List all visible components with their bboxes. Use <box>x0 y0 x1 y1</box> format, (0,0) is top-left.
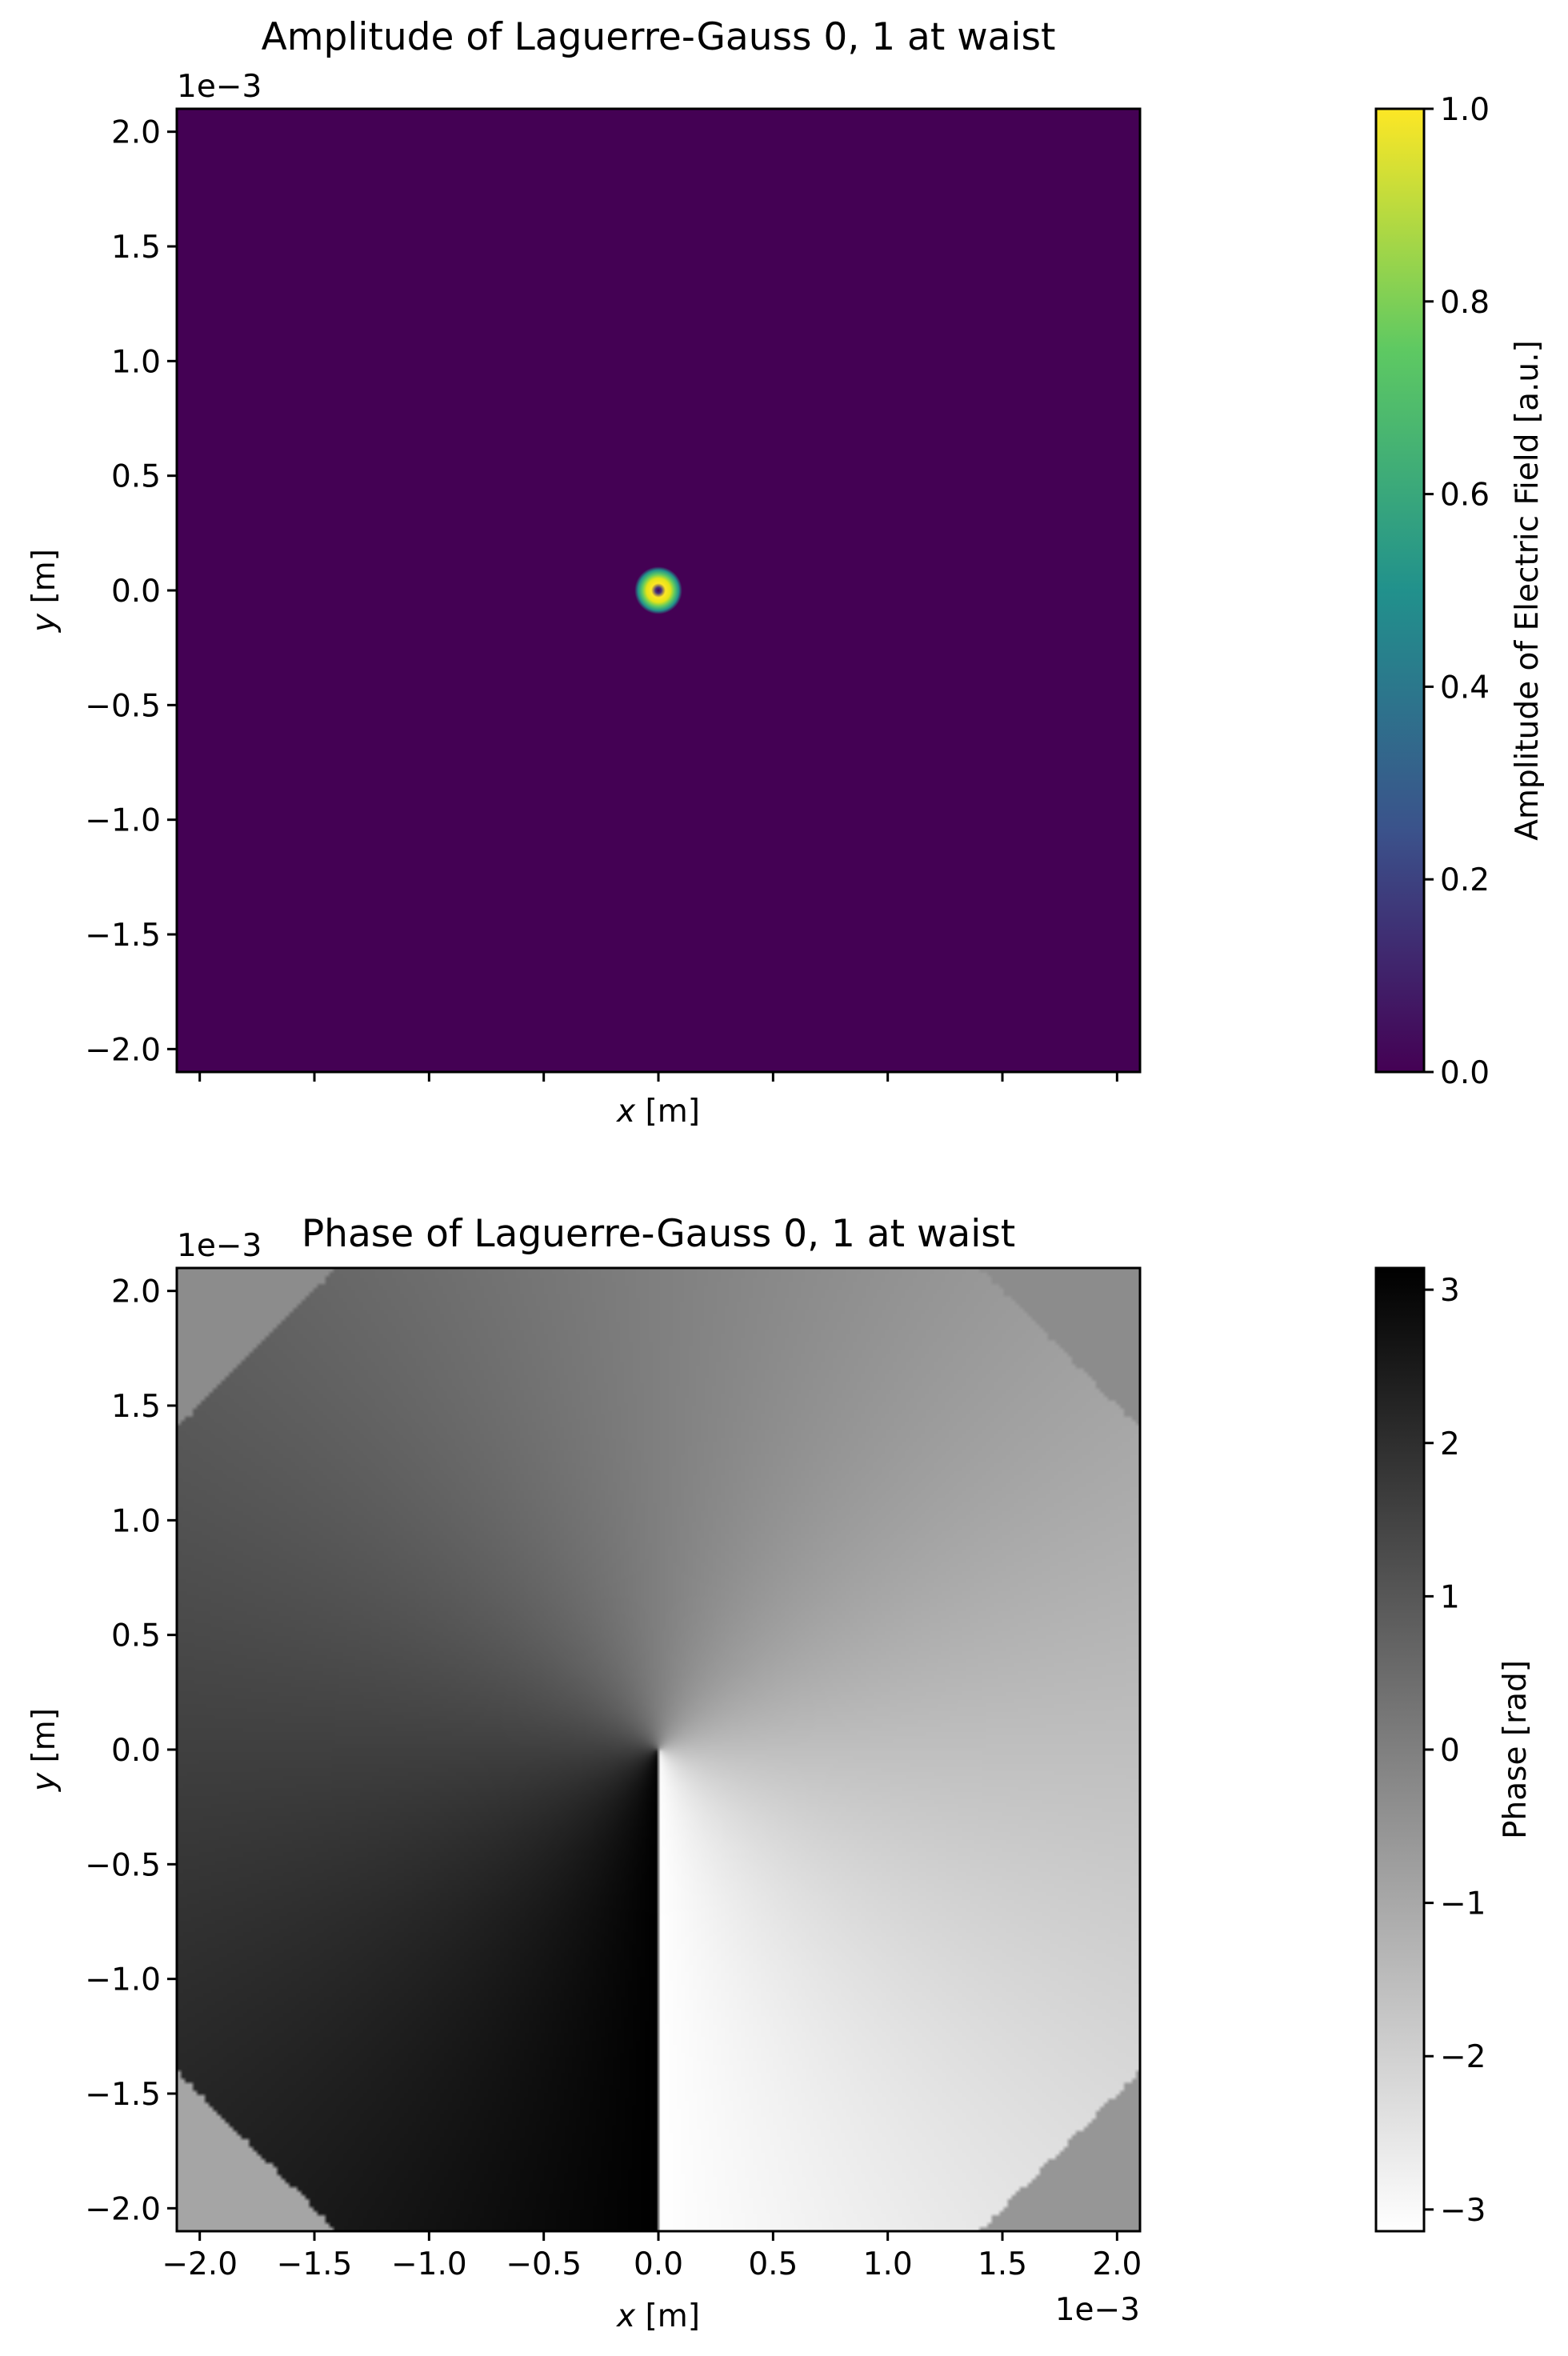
phase-y-var: y <box>26 1772 62 1792</box>
y-tick-label: 1.5 <box>111 230 161 266</box>
amplitude-x-var: x <box>615 1094 636 1130</box>
phase-x-var: x <box>615 2298 636 2334</box>
phase-x-axis-label: x [m] <box>615 2298 700 2334</box>
y-tick-label: −1.5 <box>85 918 161 954</box>
phase-colorbar-label: Phase [rad] <box>1498 1660 1534 1839</box>
x-tick-label: 0.0 <box>634 2246 683 2282</box>
amplitude-colorbar <box>1376 109 1424 1072</box>
colorbar-tick-label: 0.4 <box>1440 670 1490 706</box>
colorbar-tick-label: 0.6 <box>1440 478 1490 514</box>
x-tick-label: −1.5 <box>277 2246 353 2282</box>
amplitude-x-ticks <box>198 1072 1118 1082</box>
colorbar-tick-label: 3 <box>1440 1273 1460 1309</box>
phase-image <box>177 1268 1140 2231</box>
x-tick-label: −0.5 <box>506 2246 582 2282</box>
amplitude-panel: Amplitude of Laguerre-Gauss 0, 1 at wais… <box>26 15 1546 1130</box>
colorbar-tick-label: −1 <box>1440 1886 1486 1922</box>
y-tick-label: −2.0 <box>85 1032 161 1068</box>
phase-x-offset-label: 1e−3 <box>1055 2292 1140 2328</box>
phase-y-axis-label: y [m] <box>26 1708 62 1792</box>
y-tick-label: −1.0 <box>85 803 161 839</box>
amplitude-y-var: y <box>26 613 62 633</box>
amplitude-x-unit: [m] <box>635 1094 700 1130</box>
phase-colorbar <box>1376 1268 1424 2231</box>
y-tick-label: 2.0 <box>111 115 161 151</box>
phase-panel: Phase of Laguerre-Gauss 0, 1 at waist 1e… <box>26 1212 1534 2334</box>
y-tick-label: −0.5 <box>85 688 161 724</box>
amplitude-y-axis-label: y [m] <box>26 549 62 633</box>
x-tick-label: −1.0 <box>391 2246 467 2282</box>
colorbar-tick-label: 0.8 <box>1440 285 1490 321</box>
amplitude-x-axis-label: x [m] <box>615 1094 700 1130</box>
beam-ring <box>634 566 682 614</box>
x-tick-label: 0.5 <box>748 2246 798 2282</box>
x-tick-label: 2.0 <box>1092 2246 1142 2282</box>
colorbar-tick-label: −3 <box>1440 2193 1486 2229</box>
phase-title: Phase of Laguerre-Gauss 0, 1 at waist <box>302 1212 1015 1256</box>
y-tick-label: 0.0 <box>111 1733 161 1769</box>
phase-colorbar-ticks: 3 2 1 0 −1 −2 −3 <box>1424 1273 1486 2229</box>
colorbar-tick-label: 2 <box>1440 1426 1460 1462</box>
y-tick-label: 2.0 <box>111 1274 161 1310</box>
y-tick-label: 1.0 <box>111 1503 161 1539</box>
y-tick-label: −2.0 <box>85 2191 161 2227</box>
colorbar-tick-label: 1 <box>1440 1579 1460 1615</box>
colorbar-tick-label: 0.2 <box>1440 862 1490 898</box>
amplitude-colorbar-ticks: 1.0 0.8 0.6 0.4 0.2 0.0 <box>1424 92 1490 1091</box>
amplitude-y-ticks: 2.0 1.5 1.0 0.5 0.0 −0.5 −1.0 −1.5 −2.0 <box>85 115 177 1068</box>
y-tick-label: −0.5 <box>85 1847 161 1883</box>
y-tick-label: 0.5 <box>111 1618 161 1654</box>
amplitude-title: Amplitude of Laguerre-Gauss 0, 1 at wais… <box>262 15 1056 59</box>
y-tick-label: −1.0 <box>85 1962 161 1998</box>
y-tick-label: 0.0 <box>111 574 161 610</box>
y-tick-label: 1.5 <box>111 1389 161 1425</box>
x-tick-label: 1.0 <box>863 2246 913 2282</box>
phase-y-ticks: 2.0 1.5 1.0 0.5 0.0 −0.5 −1.0 −1.5 −2.0 <box>85 1274 177 2227</box>
y-tick-label: 0.5 <box>111 459 161 495</box>
colorbar-tick-label: −2 <box>1440 2039 1486 2075</box>
colorbar-tick-label: 1.0 <box>1440 92 1490 128</box>
phase-y-unit: [m] <box>26 1708 62 1773</box>
phase-x-unit: [m] <box>635 2298 700 2334</box>
y-tick-label: −1.5 <box>85 2077 161 2113</box>
colorbar-tick-label: 0 <box>1440 1733 1460 1769</box>
phase-y-offset-label: 1e−3 <box>177 1228 262 1264</box>
amplitude-colorbar-frame <box>1374 107 1426 1074</box>
amplitude-y-offset-label: 1e−3 <box>177 69 262 105</box>
amplitude-heatmap <box>177 109 1140 1072</box>
x-tick-label: −2.0 <box>162 2246 238 2282</box>
phase-heatmap <box>177 1268 1140 2231</box>
x-tick-label: 1.5 <box>978 2246 1027 2282</box>
y-tick-label: 1.0 <box>111 344 161 380</box>
amplitude-y-unit: [m] <box>26 549 62 614</box>
phase-x-ticks: −2.0 −1.5 −1.0 −0.5 0.0 0.5 1.0 1.5 2.0 <box>162 2231 1142 2282</box>
colorbar-tick-label: 0.0 <box>1440 1055 1490 1091</box>
amplitude-colorbar-label: Amplitude of Electric Field [a.u.] <box>1510 340 1546 840</box>
